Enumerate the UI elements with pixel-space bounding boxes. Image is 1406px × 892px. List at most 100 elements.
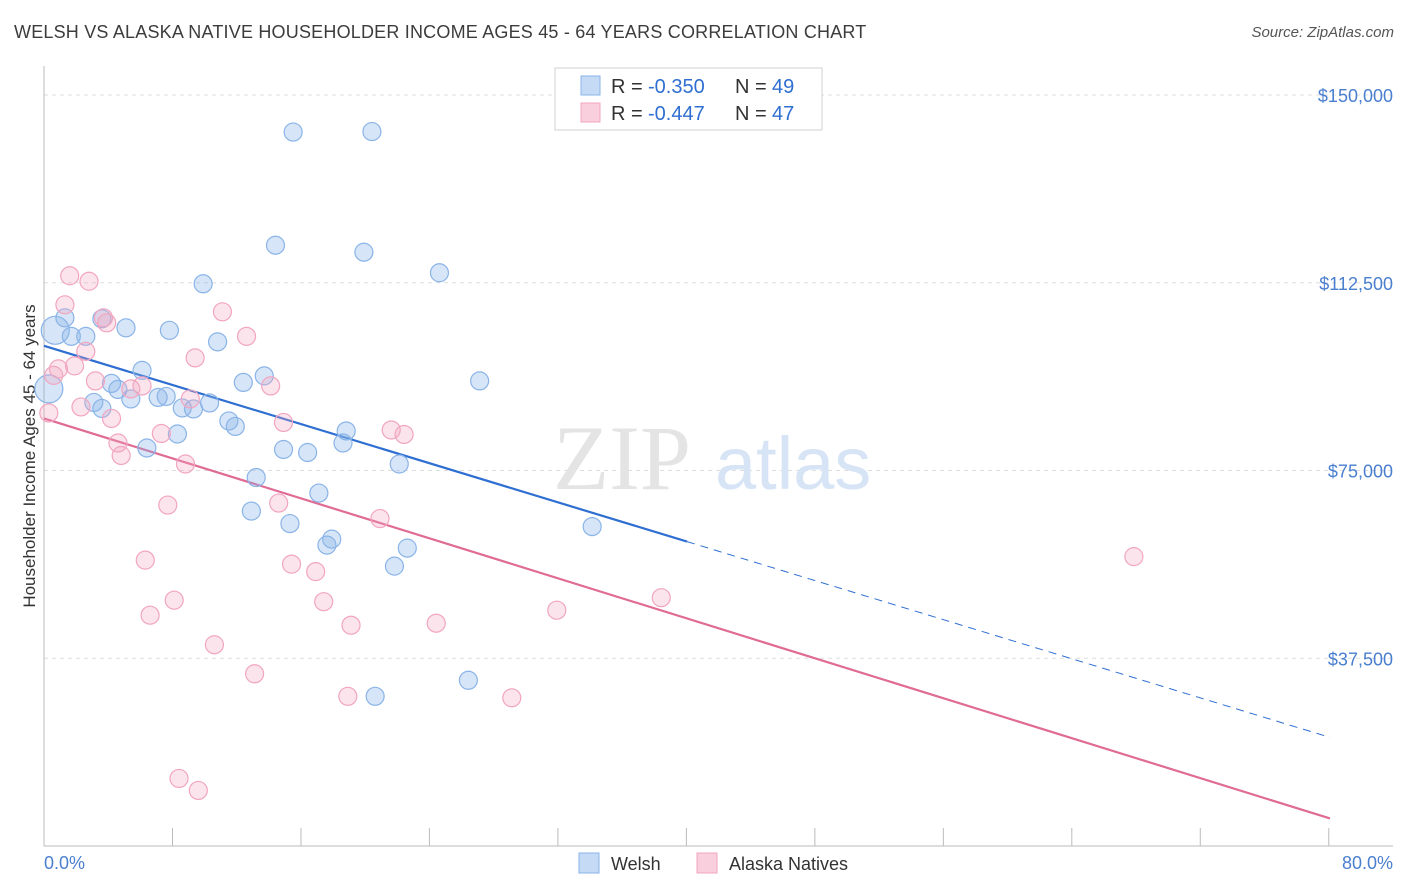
- welsh-point-16: [159, 320, 179, 340]
- welsh-point-20: [193, 274, 213, 294]
- trend-lines: [43, 344, 1331, 820]
- welsh-point-41: [365, 686, 385, 706]
- alaska-point-27: [204, 635, 224, 655]
- welsh-trend-line: [43, 344, 688, 543]
- welsh-point-36: [322, 529, 342, 549]
- alaska-point-43: [502, 688, 522, 708]
- alaska-point-20: [158, 495, 178, 515]
- welsh-point-1: [34, 374, 64, 404]
- x-tick-label-1: 80.0%: [1342, 853, 1393, 873]
- welsh-point-2: [55, 308, 75, 328]
- alaska-point-31: [261, 376, 281, 396]
- alaska-point-6: [71, 397, 91, 417]
- alaska-point-16: [132, 376, 152, 396]
- y-tick-label-3: $37,500: [1328, 649, 1393, 669]
- alaska-trend-line: [43, 417, 1331, 820]
- alaska-point-18: [140, 605, 160, 625]
- alaska-point-36: [314, 592, 334, 612]
- watermark-zip: ZIP: [553, 407, 691, 509]
- alaska-point-0: [39, 403, 59, 423]
- alaska-point-9: [85, 371, 106, 391]
- alaska-point-46: [1124, 547, 1144, 567]
- alaska-point-21: [164, 590, 184, 610]
- welsh-point-34: [309, 483, 329, 503]
- alaska-point-23: [175, 454, 196, 474]
- alaska-point-15: [121, 379, 141, 399]
- x-tick-label-0: 0.0%: [44, 853, 85, 873]
- welsh-point-37: [333, 433, 353, 453]
- chart-title: WELSH VS ALASKA NATIVE HOUSEHOLDER INCOM…: [14, 22, 867, 42]
- alaska-point-12: [101, 408, 122, 429]
- alaska-point-29: [236, 326, 257, 346]
- welsh-point-17: [167, 424, 188, 444]
- welsh-r-value: -0.350: [648, 76, 705, 98]
- alaska-point-34: [281, 554, 302, 574]
- alaska-point-38: [341, 615, 361, 635]
- legend-label-welsh: Welsh: [611, 854, 661, 874]
- alaska-point-37: [338, 686, 358, 706]
- y-tick-label-0: $150,000: [1318, 86, 1393, 106]
- alaska-point-3: [55, 295, 75, 315]
- welsh-point-6: [116, 318, 136, 338]
- welsh-point-25: [233, 372, 253, 393]
- alaska-point-32: [269, 493, 289, 513]
- alaska-point-45: [651, 588, 671, 608]
- y-tick-label-1: $112,500: [1319, 274, 1393, 294]
- welsh-point-26: [241, 501, 261, 521]
- alaska-point-40: [381, 420, 401, 440]
- alaska-point-4: [60, 266, 80, 286]
- welsh-point-24: [225, 416, 245, 437]
- welsh-point-13: [137, 438, 157, 458]
- welsh-point-43: [389, 454, 409, 474]
- alaska-point-22: [169, 768, 189, 789]
- legend-swatch-alaska-natives: [696, 852, 718, 874]
- alaska-n-label: N =: [735, 103, 767, 125]
- welsh-legend-swatch: [580, 75, 601, 96]
- welsh-point-45: [429, 263, 450, 283]
- y-tick-label-2: $75,000: [1328, 462, 1393, 482]
- alaska-point-25: [185, 348, 205, 368]
- series-legend: Welsh Alaska Natives: [578, 852, 848, 874]
- welsh-point-39: [354, 242, 374, 262]
- alaska-point-42: [426, 613, 446, 633]
- welsh-point-12: [132, 360, 152, 380]
- alaska-legend-swatch: [580, 102, 601, 123]
- y-axis-label-group: Householder Income Ages 45 - 64 years: [20, 304, 39, 607]
- welsh-point-33: [298, 442, 318, 463]
- stats-legend: R = -0.350 N = 49 R = -0.447 N = 47: [554, 67, 823, 131]
- alaska-point-19: [151, 423, 171, 444]
- welsh-point-38: [336, 421, 356, 441]
- alaska-n-value: 47: [772, 103, 794, 125]
- welsh-point-11: [121, 389, 141, 409]
- alaska-point-11: [97, 313, 117, 333]
- alaska-point-44: [547, 600, 567, 620]
- y-axis-label: Householder Income Ages 45 - 64 years: [20, 304, 39, 607]
- welsh-point-31: [280, 513, 300, 534]
- welsh-point-14: [148, 387, 168, 408]
- welsh-point-30: [273, 439, 294, 460]
- alaska-point-41: [394, 424, 414, 445]
- alaska-r-value: -0.447: [648, 103, 705, 125]
- legend-label-alaska-natives: Alaska Natives: [729, 854, 848, 874]
- welsh-point-46: [458, 670, 478, 690]
- axes: [43, 66, 1393, 847]
- welsh-n-value: 49: [772, 76, 794, 98]
- welsh-n-label: N =: [735, 76, 767, 98]
- alaska-point-8: [79, 271, 99, 291]
- tick-labels: $150,000 $112,500 $75,000 $37,500 0.0% 80.0%: [44, 86, 1393, 873]
- watermark-atlas: atlas: [715, 422, 871, 505]
- welsh-point-48: [582, 516, 602, 537]
- welsh-point-4: [76, 326, 96, 346]
- alaska-point-7: [76, 341, 96, 361]
- welsh-point-47: [470, 371, 490, 391]
- welsh-point-3: [61, 326, 81, 346]
- welsh-point-28: [254, 366, 274, 386]
- welsh-point-29: [265, 235, 286, 255]
- welsh-point-21: [199, 393, 220, 413]
- watermark: ZIP atlas: [553, 407, 871, 509]
- alaska-r-label: R =: [611, 103, 643, 125]
- alaska-point-39: [370, 508, 390, 529]
- alaska-point-5: [64, 356, 85, 376]
- legend-swatch-welsh: [578, 852, 600, 874]
